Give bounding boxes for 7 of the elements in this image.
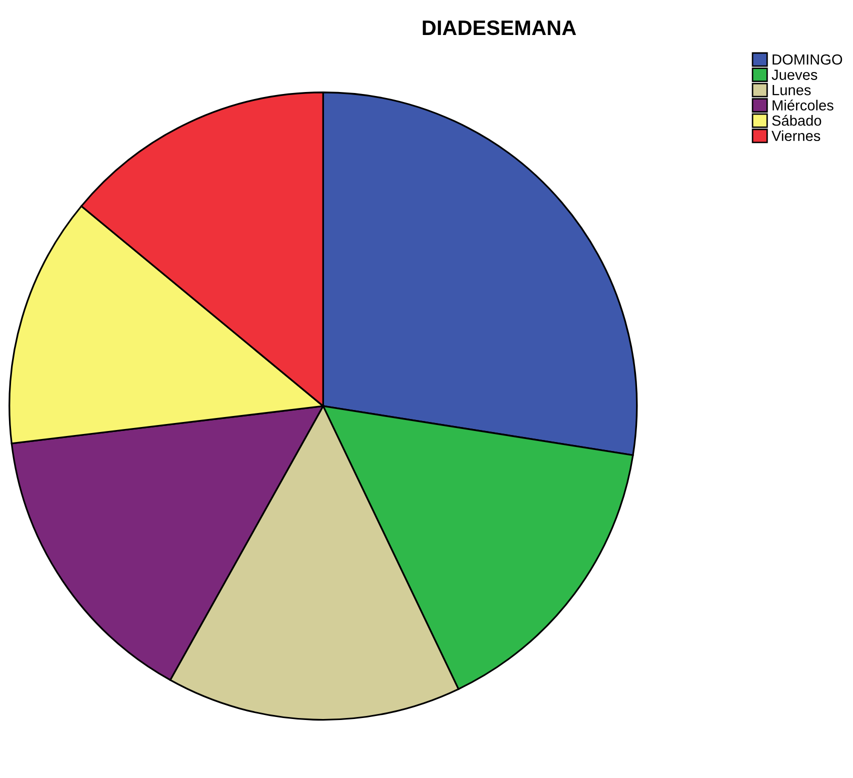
- legend-label: DOMINGO: [772, 54, 842, 65]
- legend-label: Miércoles: [772, 100, 834, 110]
- chart-title: DIADESEMANA: [422, 20, 576, 36]
- legend-label: Lunes: [772, 85, 811, 96]
- legend-label: Jueves: [772, 70, 818, 80]
- legend-label: Sábado: [772, 114, 822, 126]
- legend-label: Viernes: [772, 130, 820, 142]
